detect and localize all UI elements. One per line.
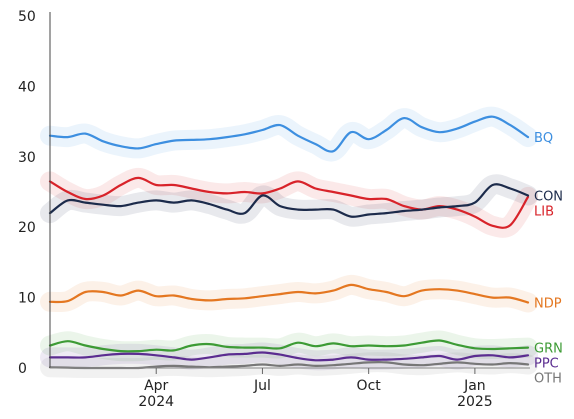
ppc-series-line bbox=[48, 351, 530, 362]
y-tick-label: 50 bbox=[18, 9, 36, 25]
grn-series-label: GRN bbox=[534, 342, 563, 357]
y-tick-label: 10 bbox=[18, 291, 36, 307]
x-tick-label: Jul bbox=[253, 378, 271, 394]
y-tick-label: 30 bbox=[18, 150, 36, 166]
x-tick-label: Oct bbox=[357, 378, 382, 394]
x-tick-label: Apr bbox=[144, 378, 168, 394]
ndp-series-label: NDP bbox=[534, 297, 562, 312]
x-tick-year-label: 2024 bbox=[138, 394, 174, 410]
bq-series-label: BQ bbox=[534, 131, 553, 146]
lib-series-label: LIB bbox=[534, 205, 554, 220]
uncertainty-bands bbox=[40, 106, 538, 379]
con-series-line bbox=[48, 183, 530, 218]
y-tick-label: 20 bbox=[18, 220, 36, 236]
bq-series-line bbox=[48, 115, 530, 153]
x-tick-label: Jan bbox=[463, 378, 486, 394]
oth-series-label: OTH bbox=[534, 372, 562, 387]
ppc-series-label: PPC bbox=[534, 357, 559, 372]
ndp-series-line bbox=[48, 283, 530, 304]
y-tick-label: 40 bbox=[18, 79, 36, 95]
x-tick-year-label: 2025 bbox=[457, 394, 493, 410]
grn-series-line bbox=[48, 339, 530, 353]
con-series-label: CON bbox=[534, 190, 563, 205]
y-tick-label: 0 bbox=[18, 361, 27, 377]
